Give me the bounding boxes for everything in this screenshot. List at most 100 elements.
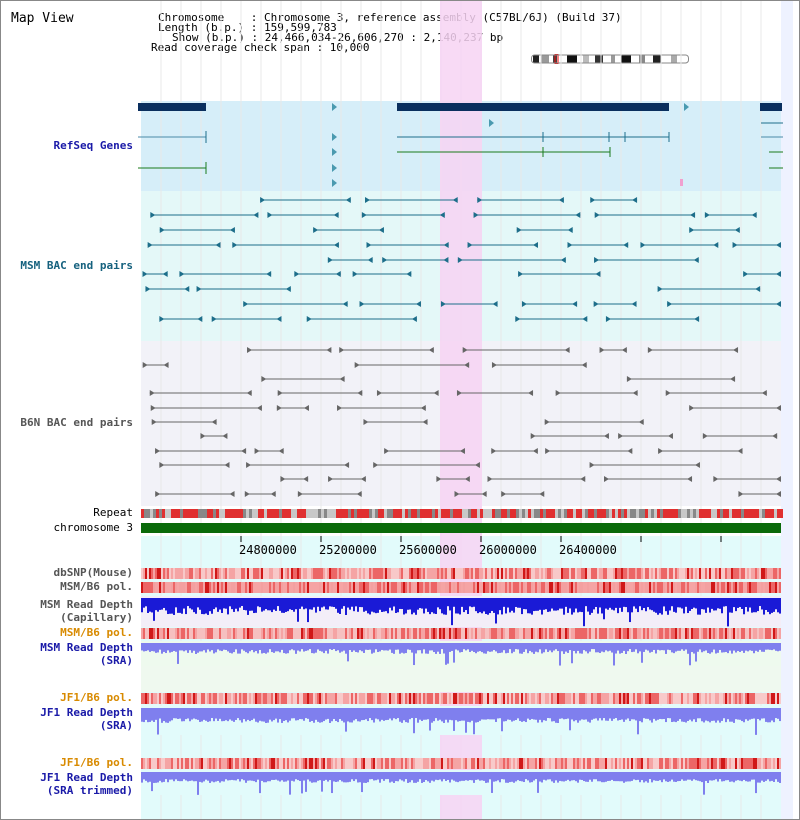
jf1-b6-pol-strip bbox=[609, 693, 611, 704]
msm-b6-pol-strip-2 bbox=[479, 628, 481, 639]
jf1-depth-trimmed-bar bbox=[245, 772, 247, 783]
repeat-segment bbox=[567, 509, 570, 518]
repeat-segment bbox=[723, 509, 726, 518]
dbsnp-strip bbox=[773, 568, 775, 579]
msm-depth-sra-bar bbox=[375, 643, 377, 650]
jf1-b6-pol-strip-2 bbox=[433, 758, 435, 769]
jf1-b6-pol-strip bbox=[779, 693, 781, 704]
msm-depth-sra-bar bbox=[751, 643, 753, 651]
chromosome-ideogram[interactable] bbox=[531, 54, 689, 64]
msm-b6-pol-strip-2 bbox=[225, 628, 227, 639]
jf1-b6-pol-strip-2 bbox=[303, 758, 305, 769]
msm-depth-sra-bar bbox=[339, 643, 341, 653]
dbsnp-strip bbox=[431, 568, 433, 579]
msm-depth-sra-bar bbox=[639, 643, 641, 652]
dbsnp-strip bbox=[471, 568, 473, 579]
jf1-b6-pol-strip bbox=[585, 693, 587, 704]
jf1-depth-sra-bar bbox=[403, 708, 405, 721]
msm-b6-pol-strip bbox=[431, 582, 433, 593]
msm-depth-sra-bar bbox=[307, 643, 309, 651]
msm-bac-pair-end bbox=[150, 212, 156, 218]
track-label-jf1-depth-sra[interactable]: JF1 Read Depth bbox=[40, 706, 133, 719]
track-label-b6n-bac[interactable]: B6N BAC end pairs bbox=[20, 416, 133, 429]
dbsnp-strip bbox=[513, 568, 515, 579]
msm-depth-capillary-bar bbox=[409, 598, 411, 610]
jf1-b6-pol-strip-2 bbox=[463, 758, 465, 769]
msm-b6-pol-strip-2 bbox=[179, 628, 181, 639]
msm-depth-sra-bar bbox=[365, 643, 367, 650]
jf1-b6-pol-strip-2 bbox=[743, 758, 745, 769]
msm-b6-pol-strip-2 bbox=[311, 628, 313, 639]
repeat-segment bbox=[174, 509, 177, 518]
track-label-dbsnp[interactable]: dbSNP(Mouse) bbox=[53, 566, 133, 579]
msm-bac-pair-end bbox=[253, 212, 259, 218]
track-label-refseq[interactable]: RefSeq Genes bbox=[53, 139, 133, 152]
track-label-msm-b6-pol-1[interactable]: MSM/B6 pol. bbox=[60, 580, 133, 593]
b6n-bac-pair-end bbox=[244, 491, 250, 497]
msm-b6-pol-strip bbox=[349, 582, 351, 593]
jf1-depth-trimmed-bar bbox=[209, 772, 211, 783]
msm-b6-pol-strip-2 bbox=[369, 628, 371, 639]
jf1-b6-pol-strip-2 bbox=[631, 758, 633, 769]
b6n-bac-pair-end bbox=[689, 405, 695, 411]
jf1-depth-trimmed-bar bbox=[151, 772, 153, 792]
dbsnp-strip bbox=[767, 568, 769, 579]
jf1-b6-pol-strip bbox=[709, 693, 711, 704]
msm-bac-pair-end bbox=[755, 286, 761, 292]
jf1-depth-trimmed-bar bbox=[293, 772, 295, 782]
jf1-b6-pol-strip bbox=[255, 693, 257, 704]
jf1-depth-trimmed-bar bbox=[499, 772, 501, 783]
jf1-b6-pol-strip-2 bbox=[491, 758, 493, 769]
msm-b6-pol-strip-2 bbox=[643, 628, 645, 639]
jf1-depth-sra-bar bbox=[549, 708, 551, 719]
jf1-depth-sra-bar bbox=[345, 708, 347, 732]
msm-depth-capillary-bar bbox=[545, 598, 547, 610]
msm-b6-pol-strip bbox=[355, 582, 357, 593]
msm-b6-pol-strip-2 bbox=[477, 628, 479, 639]
msm-depth-capillary-bar bbox=[615, 598, 617, 608]
msm-depth-sra-bar bbox=[413, 643, 415, 666]
track-label-msm-depth-capillary[interactable]: MSM Read Depth bbox=[40, 598, 133, 611]
msm-b6-pol-strip-2 bbox=[489, 628, 491, 639]
jf1-b6-pol-strip-2 bbox=[155, 758, 157, 769]
jf1-depth-sra-bar bbox=[463, 708, 465, 721]
dbsnp-strip bbox=[477, 568, 479, 579]
jf1-depth-sra-bar bbox=[151, 708, 153, 721]
repeat-segment bbox=[714, 509, 717, 518]
dbsnp-strip bbox=[243, 568, 245, 579]
jf1-depth-trimmed-bar bbox=[341, 772, 343, 782]
msm-depth-capillary-bar bbox=[573, 598, 575, 613]
jf1-b6-pol-strip-2 bbox=[289, 758, 291, 769]
track-label-msm-bac[interactable]: MSM BAC end pairs bbox=[20, 259, 133, 272]
jf1-b6-pol-strip-2 bbox=[143, 758, 145, 769]
jf1-depth-trimmed-bar bbox=[483, 772, 485, 781]
jf1-b6-pol-strip-2 bbox=[697, 758, 699, 769]
msm-b6-pol-strip bbox=[311, 582, 313, 593]
msm-b6-pol-strip-2 bbox=[627, 628, 629, 639]
dbsnp-strip bbox=[615, 568, 617, 579]
msm-b6-pol-strip-2 bbox=[219, 628, 221, 639]
dbsnp-strip bbox=[757, 568, 759, 579]
track-label-msm-b6-pol-2[interactable]: MSM/B6 pol. bbox=[60, 626, 133, 639]
msm-b6-pol-strip-2 bbox=[275, 628, 277, 639]
jf1-depth-sra-bar bbox=[753, 708, 755, 719]
msm-depth-capillary-bar bbox=[477, 598, 479, 614]
msm-bac-pair-end bbox=[211, 316, 217, 322]
msm-b6-pol-strip-2 bbox=[547, 628, 549, 639]
track-label-jf1-b6-pol-1[interactable]: JF1/B6 pol. bbox=[60, 691, 133, 704]
msm-depth-capillary-bar bbox=[695, 598, 697, 609]
ideogram-position-marker bbox=[554, 54, 559, 64]
track-label-msm-depth-sra[interactable]: MSM Read Depth bbox=[40, 641, 133, 654]
msm-b6-pol-strip bbox=[261, 582, 263, 593]
jf1-depth-trimmed-bar bbox=[177, 772, 179, 781]
msm-b6-pol-strip-2 bbox=[493, 628, 495, 639]
jf1-depth-trimmed-bar bbox=[479, 772, 481, 781]
jf1-depth-sra-bar bbox=[333, 708, 335, 719]
msm-depth-sra-bar bbox=[259, 643, 261, 650]
msm-depth-capillary-bar bbox=[619, 598, 621, 608]
jf1-b6-pol-strip bbox=[707, 693, 709, 704]
track-label-jf1-depth-trimmed[interactable]: JF1 Read Depth bbox=[40, 771, 133, 784]
track-label-jf1-b6-pol-2[interactable]: JF1/B6 pol. bbox=[60, 756, 133, 769]
msm-b6-pol-strip bbox=[297, 582, 299, 593]
